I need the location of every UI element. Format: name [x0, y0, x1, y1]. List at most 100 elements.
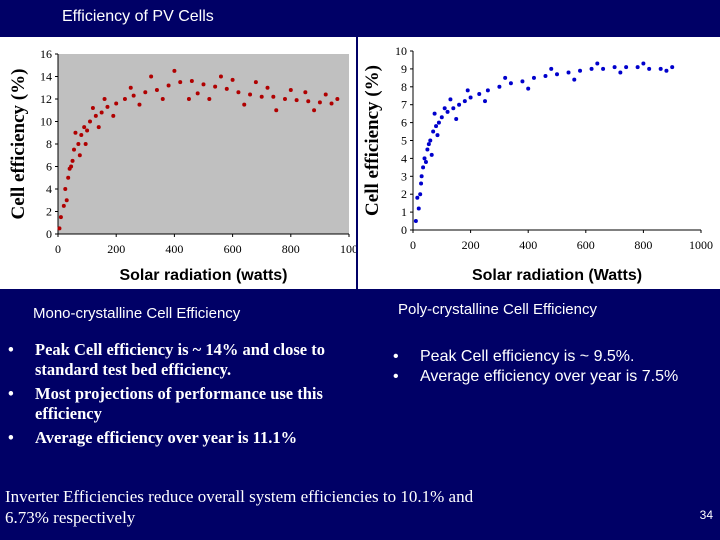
data-point: [271, 94, 276, 99]
x-tick-label: 200: [107, 242, 125, 256]
data-point: [421, 165, 426, 170]
data-point: [323, 92, 328, 97]
data-point: [425, 147, 430, 152]
data-point: [76, 142, 81, 146]
data-point: [641, 61, 646, 66]
data-point: [543, 74, 548, 79]
data-point: [435, 133, 440, 138]
y-tick-label: 14: [40, 70, 52, 84]
data-point: [111, 113, 116, 118]
data-point: [508, 81, 513, 86]
data-point: [96, 125, 101, 130]
data-point: [451, 106, 456, 111]
y-axis-label: Cell efficiency (%): [8, 69, 29, 220]
data-point: [207, 97, 212, 101]
poly-chart-panel: 0 1 2 3 4 5 6 7 8 9 10 0 200 400 600 800 1000 Cell effici…: [358, 37, 720, 289]
data-point: [242, 102, 247, 107]
data-point: [128, 85, 133, 90]
y-tick-label: 7: [401, 98, 407, 112]
data-point: [66, 175, 71, 180]
data-point: [434, 124, 439, 129]
data-point: [462, 99, 467, 104]
data-point: [72, 147, 77, 152]
data-point: [413, 219, 418, 224]
y-tick-label: 3: [401, 169, 407, 183]
x-tick-label: 400: [165, 242, 183, 256]
x-axis-label: Solar radiation (Watts): [472, 267, 642, 284]
data-point: [572, 77, 577, 82]
y-tick-label: 12: [40, 92, 52, 106]
data-point: [618, 70, 623, 75]
data-point: [61, 203, 66, 208]
data-point: [288, 88, 293, 92]
x-tick-label: 600: [577, 238, 595, 252]
data-point: [102, 97, 107, 101]
data-point: [253, 80, 258, 85]
x-tick-label: 400: [519, 238, 537, 252]
data-point: [69, 164, 74, 169]
data-point: [555, 72, 559, 77]
data-point: [213, 84, 218, 89]
data-point: [99, 110, 104, 115]
x-tick-label: 1000: [689, 238, 713, 252]
bullet-item: • Peak Cell efficiency is ~ 9.5%.: [393, 348, 635, 365]
x-axis-label: Solar radiation (watts): [119, 267, 287, 284]
data-point: [418, 192, 423, 197]
data-point: [73, 130, 78, 135]
data-point: [670, 65, 675, 70]
y-tick-label: 6: [401, 116, 407, 130]
data-point: [436, 120, 441, 125]
data-point: [664, 68, 669, 73]
data-point: [90, 106, 95, 110]
data-point: [201, 82, 206, 87]
data-point: [312, 108, 317, 113]
y-tick-label: 2: [46, 205, 52, 219]
data-point: [154, 88, 159, 92]
data-point: [477, 91, 482, 96]
data-point: [149, 74, 154, 79]
y-tick-label: 1: [401, 205, 407, 219]
data-point: [83, 142, 88, 146]
mono-subtitle: Mono-crystalline Cell Efficiency: [33, 305, 241, 322]
data-point: [172, 68, 177, 73]
data-point: [70, 158, 75, 163]
data-point: [549, 66, 554, 71]
data-point: [88, 119, 93, 124]
poly-subtitle: Poly-crystalline Cell Efficiency: [398, 301, 597, 318]
bullet-item: • Average efficiency over year is 7.5%: [393, 368, 679, 385]
data-point: [85, 128, 90, 133]
data-point: [601, 66, 606, 71]
data-point: [178, 80, 183, 85]
data-point: [64, 198, 69, 203]
data-point: [624, 65, 629, 70]
data-point: [578, 68, 583, 73]
data-point: [166, 83, 171, 88]
y-tick-label: 8: [401, 80, 407, 94]
data-point: [520, 79, 525, 84]
y-axis-label: Cell efficiency (%): [362, 65, 383, 216]
data-point: [468, 95, 473, 100]
data-point: [612, 65, 617, 70]
x-tick-label: 600: [224, 242, 242, 256]
x-tick-label: 0: [55, 242, 61, 256]
data-point: [416, 206, 421, 211]
data-point: [195, 91, 200, 96]
data-point: [432, 111, 437, 116]
data-point: [429, 152, 434, 157]
x-tick-label: 100: [340, 242, 356, 256]
data-point: [230, 77, 235, 82]
bullet-item: • Average efficiency over year is 11.1%: [8, 428, 298, 447]
data-point: [329, 101, 334, 106]
y-tick-label: 2: [401, 187, 407, 201]
data-point: [189, 79, 194, 83]
bullet-text: Peak Cell efficiency is ~ 9.5%.: [420, 348, 635, 365]
data-point: [485, 88, 490, 93]
data-point: [137, 102, 142, 107]
data-point: [282, 97, 287, 101]
y-tick-label: 6: [46, 160, 52, 174]
data-point: [448, 97, 453, 102]
mono-chart-panel: 0 2 4 6 8 10 12 14 16 0 200 400 600 800 100 Cell effici…: [0, 37, 356, 289]
data-point: [442, 106, 447, 111]
data-point: [647, 66, 652, 71]
data-point: [105, 104, 110, 109]
